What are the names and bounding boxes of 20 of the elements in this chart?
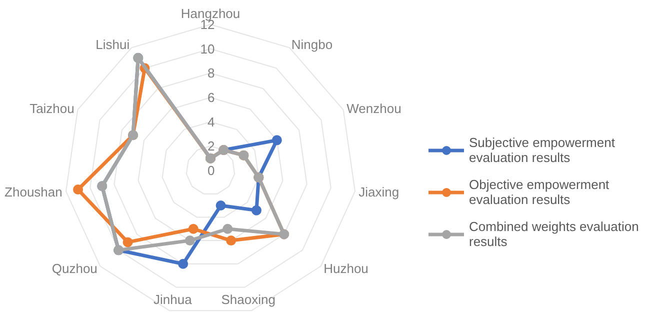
spoke-label: Zhoushan — [4, 184, 62, 200]
spoke-label: Jinhua — [154, 292, 193, 307]
spoke-label: Quzhou — [52, 261, 98, 276]
legend-label: Subjective empowerment evaluation results — [469, 135, 615, 165]
y-tick-label: 6 — [208, 90, 215, 105]
spoke-label: Lishui — [96, 37, 130, 52]
spoke-label: Wenzhou — [346, 100, 402, 116]
y-tick-label: 2 — [208, 138, 215, 154]
y-tick-label: 4 — [208, 114, 215, 130]
spoke-label: Taizhou — [30, 100, 74, 116]
spoke-label: Hangzhou — [180, 6, 240, 21]
spoke-label: Shaoxing — [221, 292, 276, 307]
y-tick-label: 8 — [208, 66, 215, 81]
y-tick-label: 0 — [208, 163, 215, 178]
spoke-label: Ningbo — [291, 37, 333, 52]
spoke-label: Huzhou — [324, 261, 368, 276]
legend-label: Combined weights evaluation results — [469, 219, 639, 249]
y-tick-label: 10 — [200, 41, 215, 56]
spoke-label: Jiaxing — [358, 184, 400, 200]
legend-label: Objective empowerment evaluation results — [469, 177, 610, 207]
